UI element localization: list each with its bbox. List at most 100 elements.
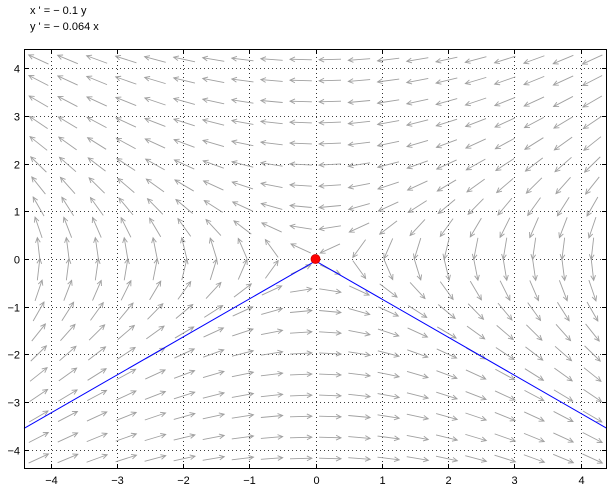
field-arrow-head <box>180 236 186 244</box>
field-arrow-head <box>247 370 255 376</box>
field-arrow-head <box>509 416 517 422</box>
field-arrow <box>114 75 137 85</box>
field-arrow-head <box>218 391 226 397</box>
field-arrow-head <box>277 392 284 398</box>
field-arrow-head <box>469 231 476 238</box>
field-arrow-head <box>442 253 448 261</box>
field-arrow-shaft <box>349 222 370 233</box>
field-arrow-shaft <box>348 58 371 61</box>
field-arrow <box>144 117 166 127</box>
field-arrow <box>377 371 401 379</box>
field-arrow <box>115 411 138 421</box>
field-arrow-head <box>87 157 94 163</box>
field-arrow-shaft <box>584 156 601 173</box>
field-arrow-head <box>172 76 180 82</box>
field-arrow-shaft <box>407 160 428 169</box>
field-arrow-head <box>376 78 383 85</box>
field-arrow <box>586 301 599 322</box>
field-arrow-shaft <box>265 239 279 258</box>
field-arrow-head <box>464 58 471 64</box>
field-arrow <box>555 324 572 342</box>
field-arrow-shaft <box>86 96 107 107</box>
field-arrow-shaft <box>555 177 571 194</box>
field-arrow <box>435 159 457 170</box>
field-arrow-shaft <box>115 433 137 442</box>
field-arrow-shaft <box>379 220 398 235</box>
field-arrow-shaft <box>231 140 254 147</box>
field-arrow-shaft <box>437 304 456 319</box>
field-arrow-head <box>586 210 592 217</box>
field-arrow-shaft <box>473 237 479 260</box>
field-arrow-head <box>68 301 75 308</box>
field-arrow-head <box>143 96 151 103</box>
field-arrow-shaft <box>553 432 574 443</box>
field-arrow-head <box>581 59 589 65</box>
field-arrow-shaft <box>265 260 279 279</box>
field-arrow-shaft <box>231 393 254 398</box>
field-arrow <box>146 325 165 340</box>
field-arrow-head <box>538 395 545 402</box>
field-arrow-head <box>553 144 560 151</box>
field-arrow <box>407 327 429 338</box>
field-arrow-head <box>583 145 590 151</box>
field-arrow-shaft <box>29 116 48 129</box>
field-arrow-head <box>559 253 566 261</box>
field-arrow-shaft <box>473 258 479 281</box>
field-arrow <box>202 180 224 191</box>
field-arrow <box>259 119 283 125</box>
field-arrow-shaft <box>289 310 312 313</box>
field-arrow <box>584 345 601 362</box>
x-tick-label: −3 <box>111 475 124 487</box>
field-arrow-shaft <box>260 457 283 460</box>
x-tick-label: 0 <box>313 475 319 487</box>
field-arrow-head <box>538 437 546 443</box>
field-arrow-head <box>434 58 442 64</box>
field-arrow <box>352 239 366 259</box>
field-arrow-head <box>451 457 459 463</box>
field-arrow-head <box>42 453 50 459</box>
field-arrow-shaft <box>173 56 196 63</box>
field-arrow-head <box>288 182 296 188</box>
field-arrow <box>409 282 426 300</box>
field-arrow-shaft <box>319 121 342 124</box>
field-arrow-shaft <box>116 368 136 381</box>
field-arrow-head <box>288 161 296 167</box>
field-arrow <box>318 183 342 189</box>
field-arrow-head <box>218 433 226 440</box>
field-arrow <box>123 257 130 281</box>
field-arrow <box>289 371 313 378</box>
field-arrow-shaft <box>319 373 342 376</box>
field-arrow-shaft <box>497 302 513 321</box>
field-arrow <box>209 258 218 281</box>
field-arrow <box>439 281 454 301</box>
trajectory-layer <box>23 254 607 429</box>
field-arrow-head <box>172 55 180 61</box>
field-arrow-head <box>347 162 354 169</box>
field-arrow <box>319 309 342 315</box>
field-arrow-shaft <box>86 55 108 64</box>
field-arrow-shaft <box>319 225 341 230</box>
field-arrow-shaft <box>582 95 603 108</box>
field-arrow <box>86 137 107 150</box>
field-arrow <box>348 329 371 337</box>
field-arrow <box>376 99 400 106</box>
field-arrow-head <box>493 101 501 107</box>
field-arrow-shaft <box>173 139 195 148</box>
field-arrow-head <box>144 138 151 144</box>
field-arrow-head <box>100 368 108 374</box>
field-arrow <box>260 222 282 233</box>
field-arrow <box>522 55 545 65</box>
field-arrow <box>524 157 544 172</box>
field-arrow-shaft <box>524 411 545 422</box>
field-arrow-head <box>247 349 255 355</box>
field-arrow-head <box>115 137 122 144</box>
field-arrow-head <box>588 254 595 261</box>
field-arrow-shaft <box>202 57 225 62</box>
field-arrow-head <box>501 253 507 261</box>
field-arrow-head <box>42 410 49 416</box>
field-arrow-head <box>495 187 503 194</box>
field-arrow-head <box>260 181 267 188</box>
field-arrow <box>259 139 283 146</box>
field-arrow-shaft <box>467 303 484 320</box>
field-arrow <box>554 367 574 382</box>
